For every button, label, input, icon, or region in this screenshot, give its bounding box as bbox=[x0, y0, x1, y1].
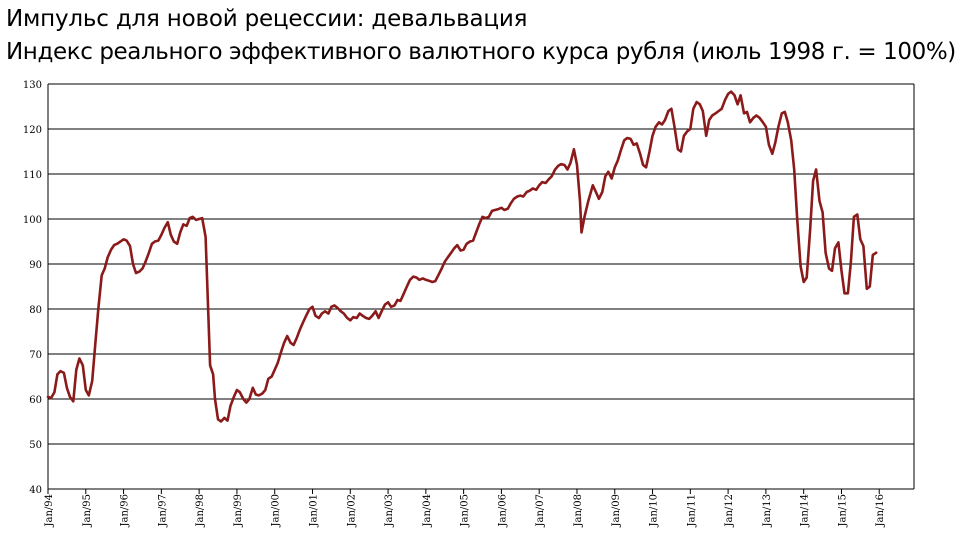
x-tick-label: Jan/00 bbox=[271, 494, 282, 528]
x-tick-label: Jan/05 bbox=[460, 494, 471, 528]
x-tick-label: Jan/01 bbox=[308, 494, 319, 528]
x-axis: Jan/94 Jan/95 Jan/96 Jan/97 Jan/98 Jan/99 Jan/… bbox=[44, 489, 886, 528]
y-tick-label: 70 bbox=[29, 350, 42, 361]
x-tick-label: Jan/07 bbox=[535, 494, 546, 528]
x-tick-label: Jan/06 bbox=[497, 494, 508, 528]
x-tick-label: Jan/13 bbox=[762, 494, 773, 528]
x-tick-label: Jan/96 bbox=[120, 494, 131, 528]
x-tick-label: Jan/03 bbox=[384, 494, 395, 528]
y-tick-label: 100 bbox=[23, 215, 42, 226]
x-tick-label: Jan/94 bbox=[44, 494, 55, 528]
x-tick-label: Jan/97 bbox=[157, 494, 168, 528]
x-tick-label: Jan/02 bbox=[346, 494, 357, 528]
x-tick-label: Jan/98 bbox=[195, 494, 206, 528]
y-tick-label: 110 bbox=[23, 170, 42, 181]
chart-subtitle: Индекс реального эффективного валютного … bbox=[6, 39, 956, 65]
x-tick-label: Jan/11 bbox=[686, 494, 697, 528]
y-tick-label: 120 bbox=[23, 125, 42, 136]
x-tick-label: Jan/15 bbox=[837, 494, 848, 528]
y-axis: 40 50 60 70 80 90 100 110 120 130 bbox=[23, 80, 49, 496]
x-tick-label: Jan/95 bbox=[82, 494, 93, 528]
x-tick-label: Jan/08 bbox=[573, 494, 584, 528]
x-tick-label: Jan/99 bbox=[233, 494, 244, 528]
y-tick-label: 60 bbox=[29, 395, 42, 406]
page-title: Импульс для новой рецессии: девальвация bbox=[6, 6, 528, 32]
x-tick-label: Jan/14 bbox=[800, 494, 811, 528]
y-tick-label: 90 bbox=[29, 260, 42, 271]
x-tick-label: Jan/16 bbox=[875, 494, 886, 528]
title-block: Импульс для новой рецессии: девальвация … bbox=[6, 4, 956, 67]
y-tick-label: 130 bbox=[23, 80, 42, 91]
y-tick-label: 40 bbox=[29, 485, 42, 496]
y-tick-label: 50 bbox=[29, 440, 42, 451]
y-tick-label: 80 bbox=[29, 305, 42, 316]
x-tick-label: Jan/04 bbox=[422, 494, 433, 528]
x-tick-label: Jan/10 bbox=[649, 494, 660, 528]
series-line-0 bbox=[46, 90, 878, 423]
x-tick-label: Jan/12 bbox=[724, 494, 735, 528]
series-group bbox=[46, 90, 878, 423]
x-tick-label: Jan/09 bbox=[611, 494, 622, 528]
gridlines bbox=[48, 83, 915, 490]
